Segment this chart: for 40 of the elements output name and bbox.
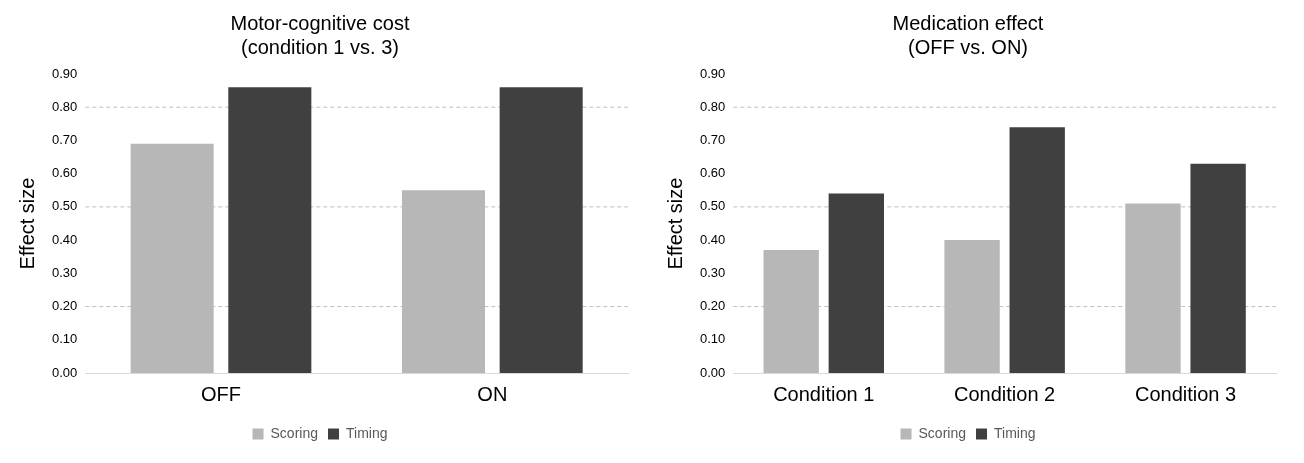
legend-label: Scoring (918, 424, 966, 441)
y-tick-label: 0.30 (699, 264, 726, 280)
x-tick-label: ON (477, 382, 508, 405)
y-tick-label: 0.80 (699, 98, 726, 114)
y-tick-label: 0.10 (51, 331, 78, 347)
y-tick-label: 0.70 (699, 132, 726, 148)
y-tick-label: 0.60 (699, 165, 726, 181)
y-tick-label: 0.60 (51, 165, 78, 181)
x-tick-label: Condition 3 (1134, 382, 1237, 405)
y-tick-label: 0.00 (51, 364, 78, 380)
legend-label: Scoring (270, 424, 318, 441)
text: (OFF vs. ON) (908, 35, 1028, 58)
y-tick-label: 0.40 (51, 231, 78, 247)
y-tick-label: 0.30 (51, 264, 78, 280)
legend-label: Timing (993, 424, 1036, 441)
y-tick-label: 0.20 (699, 298, 726, 314)
y-tick-label: 0.00 (699, 364, 726, 380)
legend-label: Timing (345, 424, 388, 441)
y-tick-label: 0.40 (699, 231, 726, 247)
y-axis-title: Effect size (15, 177, 38, 270)
y-axis-title: Effect size (663, 177, 686, 270)
y-tick-label: 0.80 (51, 98, 78, 114)
y-tick-label: 0.90 (51, 65, 78, 81)
bar (828, 193, 884, 373)
y-tick-label: 0.90 (699, 65, 726, 81)
y-tick-label: 0.50 (699, 198, 726, 214)
text: (condition 1 vs. 3) (241, 35, 399, 58)
y-tick-label: 0.70 (51, 132, 78, 148)
y-tick-label: 0.10 (699, 331, 726, 347)
bar (1009, 127, 1065, 373)
bar (1190, 163, 1246, 373)
y-tick-label: 0.20 (51, 298, 78, 314)
bar (499, 87, 583, 373)
text: Motor-cognitive cost (230, 11, 410, 34)
text: Medication effect (892, 11, 1044, 34)
bar (228, 87, 312, 373)
x-tick-label: Condition 1 (773, 382, 875, 405)
y-tick-label: 0.50 (51, 198, 78, 214)
x-tick-label: OFF (200, 382, 241, 405)
x-tick-label: Condition 2 (954, 382, 1056, 405)
